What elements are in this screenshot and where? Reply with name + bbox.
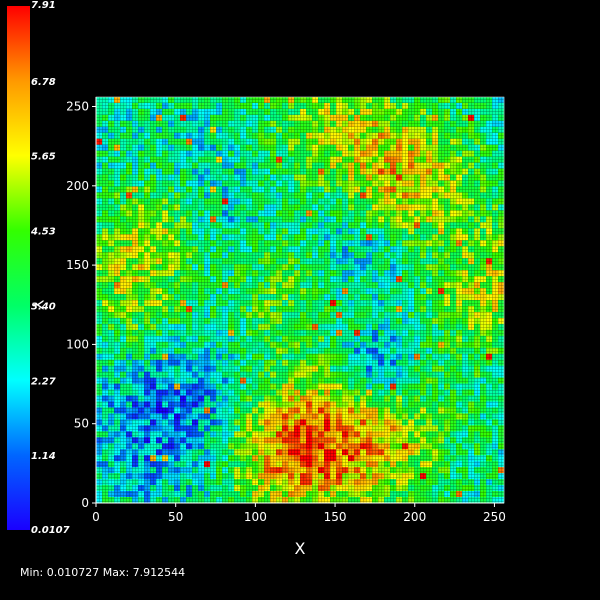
colorbar [7, 6, 30, 530]
colorbar-tick-label: 5.65 [31, 152, 56, 163]
colorbar-title: Y [28, 299, 47, 310]
x-tick-label: 100 [244, 510, 267, 524]
y-tick-label: 250 [66, 100, 89, 114]
x-tick-label: 150 [324, 510, 347, 524]
x-tick-label: 200 [403, 510, 426, 524]
x-tick-label: 250 [483, 510, 506, 524]
colorbar-tick-label: 6.78 [31, 77, 56, 88]
y-tick-label: 200 [66, 179, 89, 193]
colorbar-labels: 0.0107 1.14 2.27 3.40 4.53 5.65 6.78 7.91 [30, 0, 70, 536]
colorbar-tick-label: 3.40 [31, 301, 56, 312]
y-tick-label: 50 [74, 417, 89, 431]
minmax-readout: Min: 0.010727 Max: 7.912544 [20, 566, 186, 579]
y-tick-label: 150 [66, 258, 89, 272]
colorbar-tick-label: 4.53 [30, 227, 56, 238]
x-axis: 0 50 100 150 200 250 [92, 502, 506, 524]
x-tick-label: 0 [92, 510, 100, 524]
colorbar-tick-label: 7.91 [31, 0, 56, 11]
colorbar-tick-label: 0.0107 [31, 525, 70, 536]
y-axis: 0 50 100 150 200 250 [66, 97, 97, 510]
y-tick-label: 0 [81, 496, 89, 510]
x-axis-title: X [295, 539, 306, 558]
colorbar-tick-label: 1.14 [31, 451, 56, 462]
x-tick-label: 50 [168, 510, 183, 524]
mesh-overlay [96, 97, 504, 503]
y-tick-label: 100 [66, 337, 89, 351]
colorbar-tick-label: 2.27 [31, 376, 56, 387]
